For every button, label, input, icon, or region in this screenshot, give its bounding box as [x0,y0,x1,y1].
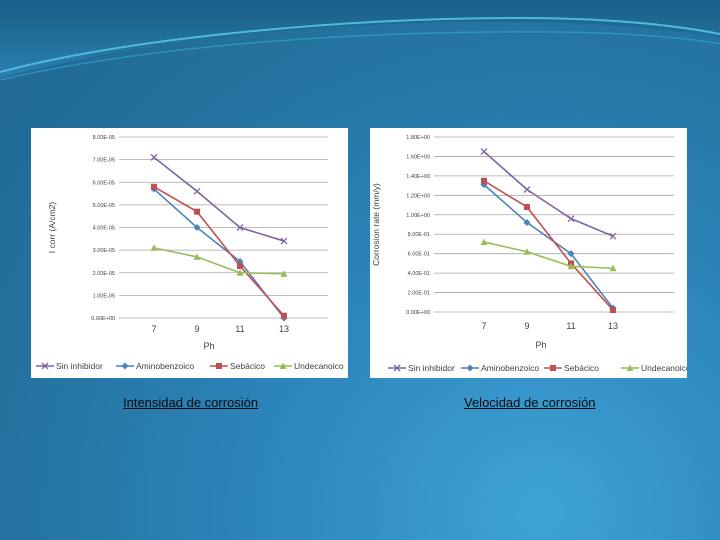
series-line-undecanoico [153,247,285,275]
chart-corrosion-rate-svg: 0.00E+00 2.00E-01 4.00E-01 6.00E-01 8.00E-01… [371,135,687,373]
y-tick-label: 3.00E-05 [93,248,115,254]
series-aminobenzoico [150,185,288,322]
x-tick-label: 9 [524,321,529,331]
data-point-sin-inhibidor [480,148,488,156]
data-point-aminobenzoico [523,219,531,227]
legend-symbol-sebacico-marker [216,363,222,369]
y-tick-label: 8.00E-05 [93,135,115,141]
series-line-aminobenzoico [483,184,614,309]
series-sin-inhibidor [480,148,617,240]
chart-corrosion-current: 0.00E+00 1.00E-05 2.00E-05 3.00E-05 4.00E-05… [31,128,348,378]
series-sebacico [151,183,287,319]
x-tick-label: 13 [608,321,618,331]
data-point-undecanoico [193,253,201,260]
series-line-sin-inhibidor [483,150,614,237]
caption-corrosion-current: Intensidad de corrosión [123,395,259,410]
gridlines [434,136,674,313]
y-tick-label: 7.00E-05 [93,158,115,164]
legend-label-sin-inhibidor: Sin inhibidor [408,363,455,373]
data-point-sebacico [194,208,200,215]
data-point-sin-inhibidor [609,232,617,240]
data-point-sebacico [610,307,616,314]
series-line-sin-inhibidor [153,156,285,242]
data-point-undecanoico [609,264,617,272]
data-point-sebacico [151,183,157,190]
data-point-sin-inhibidor [236,224,244,231]
data-point-undecanoico [567,262,575,270]
y-tick-label: 6.00E-01 [408,252,430,258]
data-point-undecanoico [150,244,158,251]
y-axis-label: Corrosion rate (mm/y) [371,183,381,266]
legend-symbol-sin-inhibidor-marker [393,364,401,372]
legend-symbol-sebacico-marker [550,365,556,371]
legend: Sin inhibidor Aminobenzoico Sebácico Undeca… [388,363,687,373]
legend-label-sin-inhibidor: Sin inhibidor [56,361,103,371]
legend-symbol-sin-inhibidor-marker [41,362,49,370]
series-line-undecanoico [483,241,614,270]
data-point-aminobenzoico [480,181,488,189]
x-tick-label: 11 [235,324,244,334]
y-tick-label: 0.00E+00 [406,310,430,316]
y-tick-label: 1.00E+00 [406,213,430,219]
data-point-sebacico [281,312,287,319]
y-tick-label: 1.80E+00 [406,135,430,141]
header-wave-banner [0,0,720,80]
x-tick-label: 7 [151,324,156,334]
y-tick-label: 1.60E+00 [406,154,430,160]
chart-corrosion-current-svg: 0.00E+00 1.00E-05 2.00E-05 3.00E-05 4.00E-05… [36,135,344,371]
x-tick-label: 7 [481,321,486,331]
legend-symbol-undecanoico-marker [279,362,287,369]
data-point-sin-inhibidor [193,187,201,195]
series-undecanoico [480,238,617,272]
series-undecanoico [150,244,288,277]
chart-corrosion-rate: 0.00E+00 2.00E-01 4.00E-01 6.00E-01 8.00E-01… [370,128,687,378]
y-tick-label: 1.40E+00 [406,174,430,180]
data-point-sebacico [481,177,487,184]
gridlines [119,136,328,319]
y-tick-label: 6.00E-05 [93,180,115,186]
y-axis-label: I corr (A/cm2) [47,202,57,254]
legend-label-undecanoico: Undecanoico [641,363,687,373]
data-point-sebacico [524,204,530,210]
legend: Sin inhibidor Aminobenzoico Sebácico Undeca… [36,361,344,371]
data-point-undecanoico [280,270,288,277]
series-line-sebacico [153,186,285,317]
data-point-undecanoico [236,269,244,276]
legend-symbol-aminobenzoico-marker [121,362,129,370]
legend-label-aminobenzoico: Aminobenzoico [136,361,194,371]
y-tick-label: 1.00E-05 [93,293,115,299]
y-tick-label: 4.00E-05 [93,226,115,232]
data-point-sin-inhibidor [150,153,158,161]
legend-label-undecanoico: Undecanoico [294,361,344,371]
y-tick-label: 8.00E-01 [408,232,430,238]
data-point-sebacico [237,262,243,269]
data-point-undecanoico [480,238,488,245]
y-tick-label: 2.00E-01 [408,291,430,297]
series-line-aminobenzoico [153,188,285,319]
legend-symbol-undecanoico-marker [626,364,634,371]
y-tick-label: 1.20E+00 [406,193,430,199]
series-line-sebacico [483,180,614,311]
x-tick-label: 13 [279,324,289,334]
caption-corrosion-rate: Velocidad de corrosión [464,395,596,410]
x-tick-label: 11 [566,321,575,331]
data-point-sin-inhibidor [523,186,531,193]
legend-label-sebacico: Sebácico [230,361,265,371]
legend-label-aminobenzoico: Aminobenzoico [481,363,539,373]
y-tick-label: 5.00E-05 [93,203,115,209]
series-sin-inhibidor [150,153,288,245]
x-axis-label: Ph [203,341,214,351]
y-tick-label: 2.00E-05 [93,271,115,277]
data-point-sin-inhibidor [280,237,288,245]
x-axis-label: Ph [535,340,546,350]
y-tick-label: 4.00E-01 [408,271,430,277]
legend-symbol-aminobenzoico-marker [466,364,474,372]
y-tick-label: 0.00E+00 [91,316,115,322]
x-tick-label: 9 [194,324,199,334]
data-point-sin-inhibidor [567,215,575,223]
data-point-undecanoico [523,248,531,255]
legend-label-sebacico: Sebácico [564,363,599,373]
data-point-aminobenzoico [193,224,201,231]
